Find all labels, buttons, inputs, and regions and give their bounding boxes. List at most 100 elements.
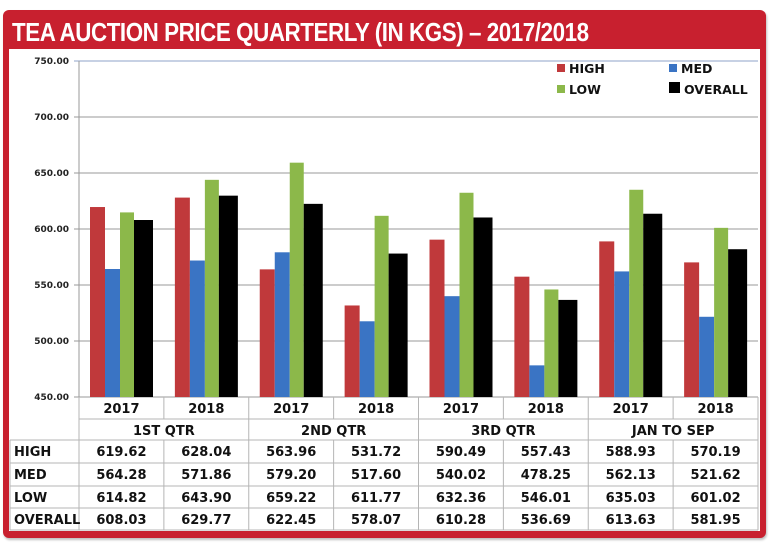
bar-overall-7 xyxy=(728,249,748,397)
table-cell: 635.03 xyxy=(606,491,656,506)
bar-overall-0 xyxy=(134,220,153,397)
legend-label-high: HIGH xyxy=(569,61,605,76)
legend-swatch-high xyxy=(557,64,565,72)
bar-low-1 xyxy=(204,179,219,397)
bar-med-5 xyxy=(529,365,545,397)
bar-overall-3 xyxy=(388,253,408,397)
table-row-label-low: LOW xyxy=(14,491,47,506)
table-row-label-high: HIGH xyxy=(14,445,51,460)
y-tick-label: 650.00 xyxy=(34,169,69,179)
bar-med-1 xyxy=(189,260,205,397)
table-cell: 628.04 xyxy=(181,445,231,460)
x-tick-label-year: 2017 xyxy=(613,402,649,417)
x-tick-label-year: 2018 xyxy=(358,402,394,417)
x-tick-label-year: 2018 xyxy=(188,402,224,417)
y-tick-label: 750.00 xyxy=(34,57,69,67)
bar-overall-6 xyxy=(643,213,663,397)
table-cell: 659.22 xyxy=(266,491,316,506)
y-tick-label: 550.00 xyxy=(34,281,69,291)
bar-med-3 xyxy=(359,321,375,397)
bars xyxy=(90,162,748,397)
table-cell: 557.43 xyxy=(521,445,571,460)
legend: HIGH MED LOW OVERALL xyxy=(557,61,748,97)
bar-high-4 xyxy=(429,239,445,397)
x-tick-label-year: 2017 xyxy=(273,402,309,417)
x-tick-label-year: 2018 xyxy=(697,402,733,417)
table-row-label-med: MED xyxy=(14,468,47,483)
bar-low-7 xyxy=(714,227,729,397)
x-tick-label-year: 2018 xyxy=(528,402,564,417)
table-cell: 531.72 xyxy=(351,445,401,460)
table-cell: 570.19 xyxy=(690,445,740,460)
bar-low-2 xyxy=(289,162,304,397)
table-cell: 562.13 xyxy=(606,468,656,483)
x-group-label: JAN TO SEP xyxy=(631,424,715,439)
x-tick-label-year: 2017 xyxy=(443,402,479,417)
bar-med-2 xyxy=(274,252,290,397)
table-cell: 571.86 xyxy=(181,468,231,483)
bar-high-6 xyxy=(599,241,615,397)
bar-overall-4 xyxy=(473,217,493,397)
table-cell: 578.07 xyxy=(351,513,401,528)
bar-med-0 xyxy=(105,269,120,397)
table-cell: 521.62 xyxy=(690,468,740,483)
bar-overall-1 xyxy=(218,195,238,397)
bar-low-6 xyxy=(629,189,644,397)
table-cell: 540.02 xyxy=(436,468,486,483)
y-tick-label: 700.00 xyxy=(34,113,69,123)
bar-high-3 xyxy=(344,305,360,397)
table-cell: 610.28 xyxy=(436,513,486,528)
bar-med-7 xyxy=(699,316,715,397)
table-cell: 590.49 xyxy=(436,445,486,460)
legend-label-low: LOW xyxy=(569,82,601,97)
table-cell: 536.69 xyxy=(521,513,571,528)
table-cell: 581.95 xyxy=(690,513,740,528)
table-cell: 611.77 xyxy=(351,491,401,506)
bar-med-4 xyxy=(444,296,460,397)
table-cell: 478.25 xyxy=(521,468,571,483)
y-tick-label: 600.00 xyxy=(34,225,69,235)
bar-high-1 xyxy=(174,197,190,397)
table-cell: 629.77 xyxy=(181,513,231,528)
table-cell: 601.02 xyxy=(690,491,740,506)
legend-label-med: MED xyxy=(681,61,712,76)
axes: 450.00 500.00 550.00 600.00 650.00 700.00 750.… xyxy=(34,57,80,403)
chart-panel: 450.00 500.00 550.00 600.00 650.00 700.00 750.… xyxy=(9,49,760,531)
table-cell: 619.62 xyxy=(96,445,146,460)
bar-high-2 xyxy=(259,269,275,397)
bar-med-6 xyxy=(614,271,630,397)
table-cell: 613.63 xyxy=(606,513,656,528)
table-cell: 517.60 xyxy=(351,468,401,483)
table-cell: 588.93 xyxy=(606,445,656,460)
x-group-label: 2ND QTR xyxy=(301,424,366,439)
y-tick-label: 450.00 xyxy=(34,393,69,403)
bar-overall-2 xyxy=(303,203,323,397)
bar-low-0 xyxy=(120,212,134,397)
bar-low-4 xyxy=(459,192,474,397)
table-cell: 579.20 xyxy=(266,468,316,483)
x-tick-label-year: 2017 xyxy=(103,402,139,417)
table-cell: 614.82 xyxy=(96,491,146,506)
x-group-label: 3RD QTR xyxy=(471,424,535,439)
table-cell: 564.28 xyxy=(96,468,146,483)
chart-canvas: 450.00 500.00 550.00 600.00 650.00 700.00 750.… xyxy=(9,57,759,531)
bar-high-7 xyxy=(684,262,700,397)
bar-high-0 xyxy=(90,207,105,397)
table-cell: 546.01 xyxy=(521,491,571,506)
x-group-label: 1ST QTR xyxy=(133,424,195,439)
table-cell: 608.03 xyxy=(96,513,146,528)
bar-overall-5 xyxy=(558,299,578,397)
legend-swatch-med xyxy=(669,64,677,72)
data-table: 2017 2018 2017 2018 2017 2018 2017 2018 1ST QTR 2… xyxy=(9,397,759,531)
table-row-label-overall: OVERALL xyxy=(14,513,80,528)
table-cell: 622.45 xyxy=(266,513,316,528)
y-tick-label: 500.00 xyxy=(34,337,69,347)
bar-low-3 xyxy=(374,215,389,397)
legend-swatch-overall xyxy=(669,82,680,93)
table-cell: 632.36 xyxy=(436,491,486,506)
table-cell: 643.90 xyxy=(181,491,231,506)
bar-low-5 xyxy=(544,289,559,397)
legend-label-overall: OVERALL xyxy=(684,82,748,97)
bar-high-5 xyxy=(514,276,530,397)
legend-swatch-low xyxy=(557,85,565,93)
